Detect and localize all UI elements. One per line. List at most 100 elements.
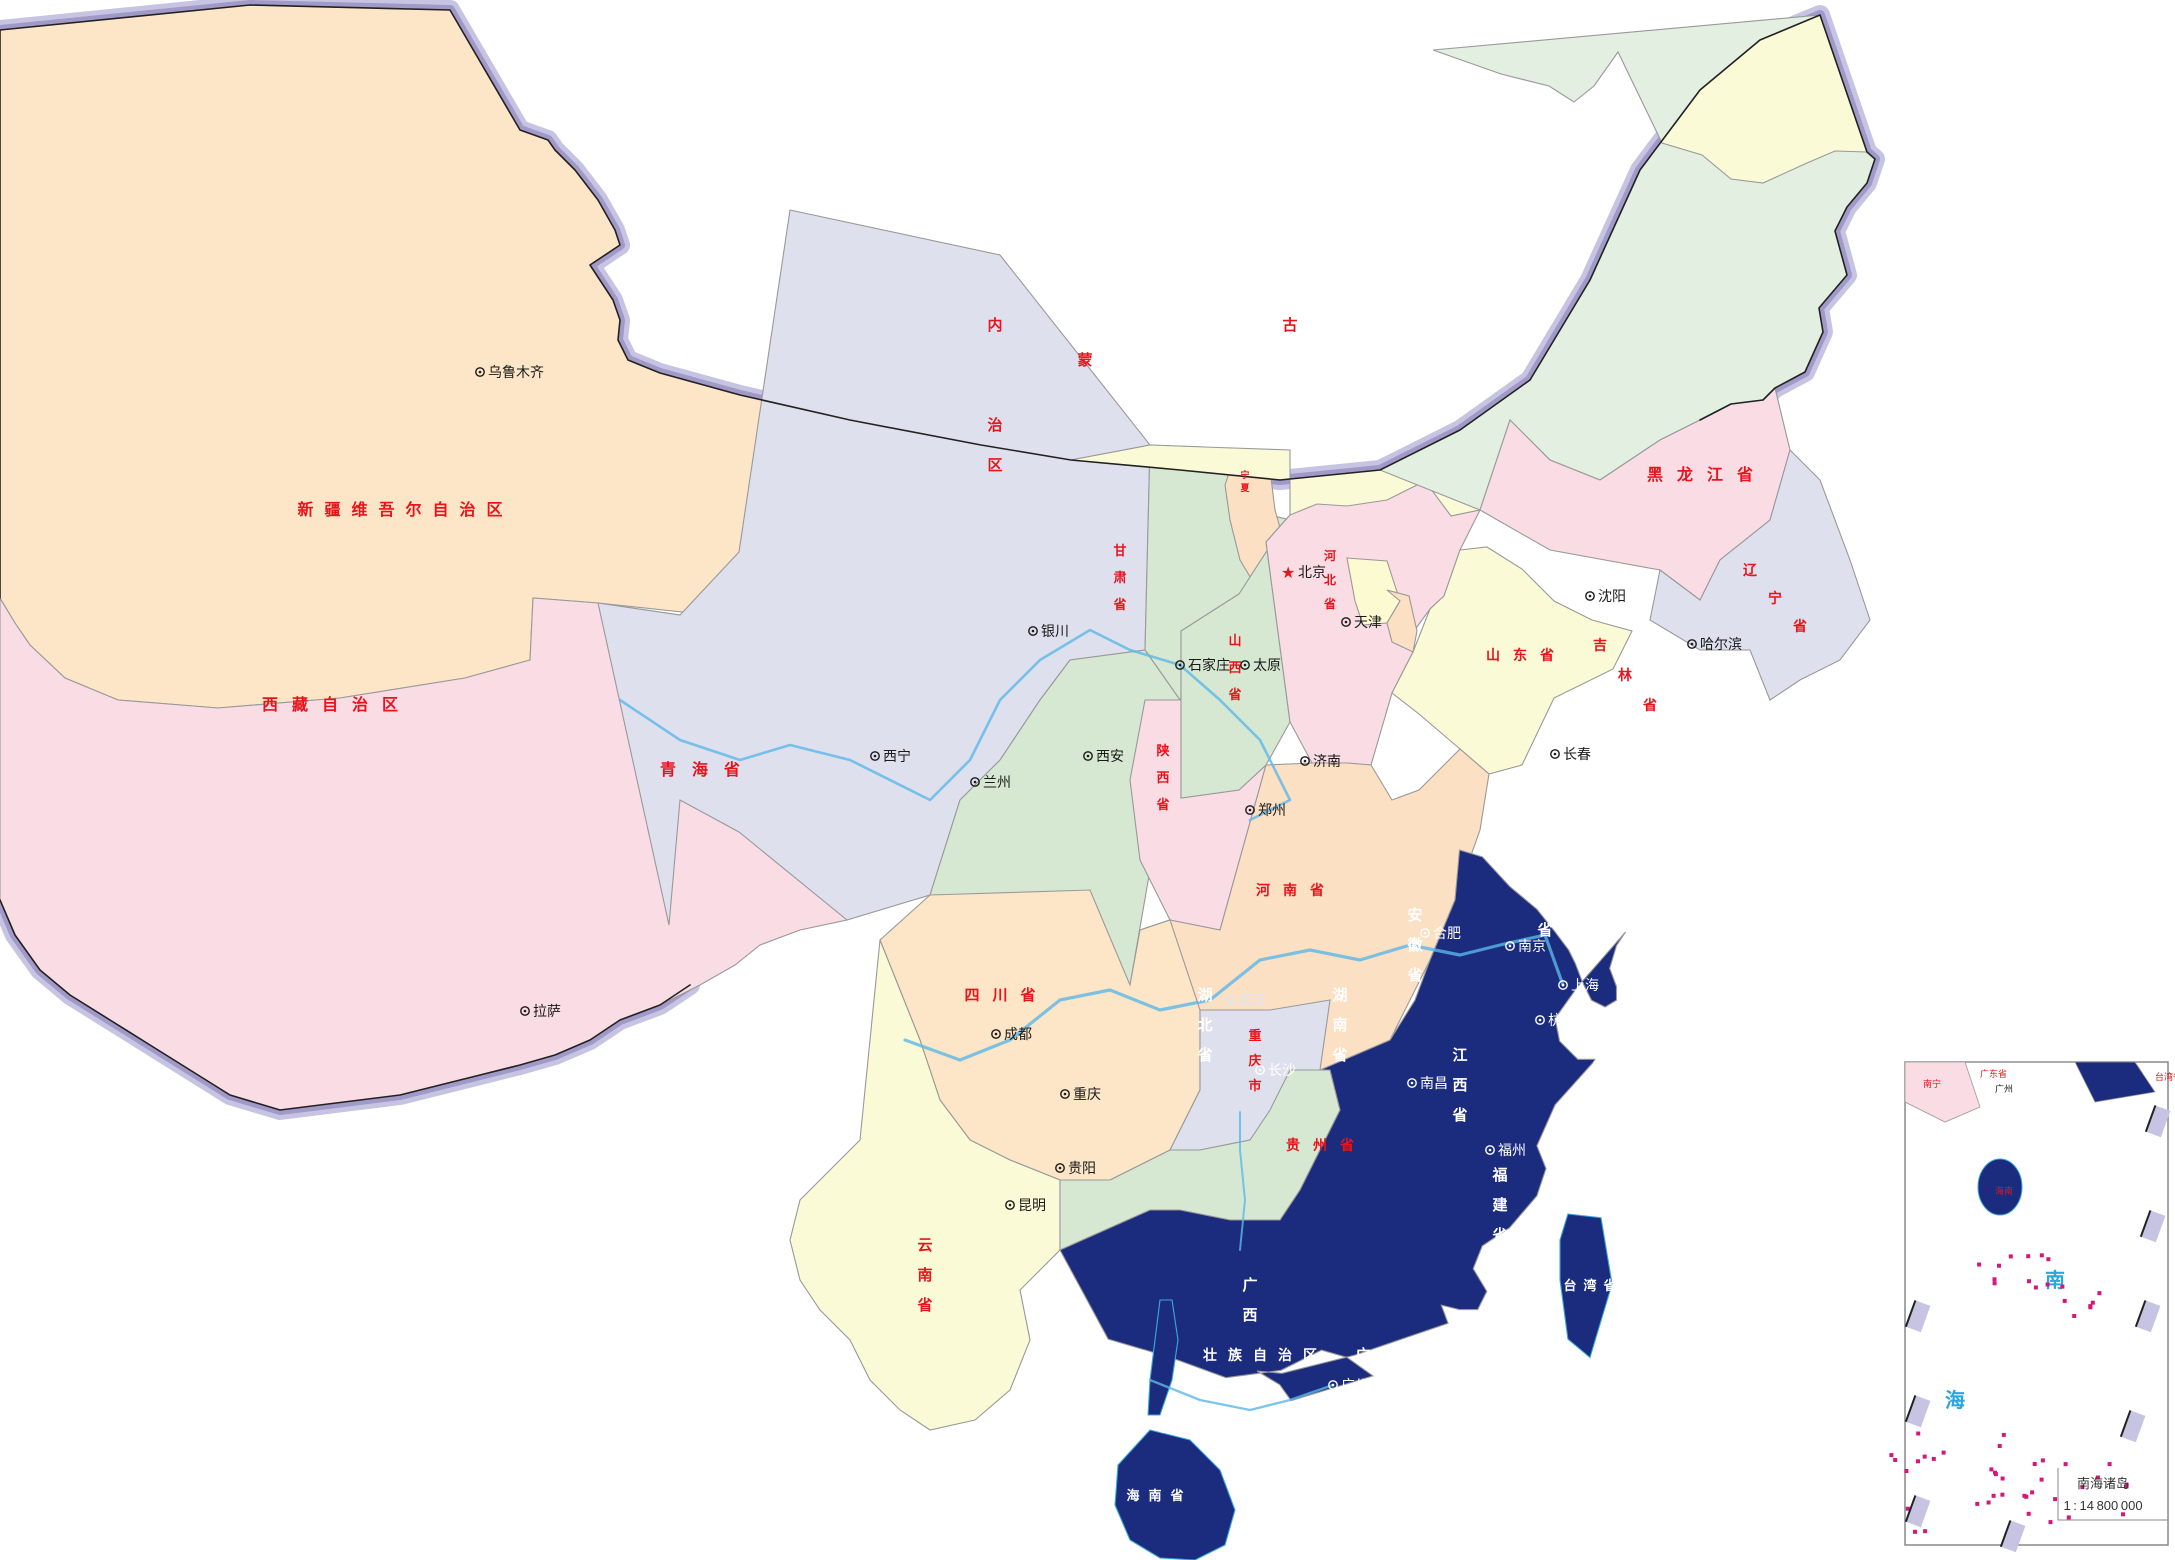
svg-text:南京: 南京: [1518, 938, 1546, 954]
svg-text:徽: 徽: [1406, 936, 1423, 954]
svg-text:湖: 湖: [1197, 987, 1212, 1004]
svg-text:海: 海: [1126, 1488, 1139, 1503]
svg-text:西: 西: [1228, 660, 1241, 675]
svg-text:1 : 14 800 000: 1 : 14 800 000: [2063, 1498, 2142, 1513]
svg-text:福: 福: [1491, 1166, 1507, 1184]
svg-text:宁: 宁: [1240, 469, 1249, 480]
svg-text:贵阳: 贵阳: [1068, 1160, 1096, 1176]
svg-text:东: 东: [1382, 1346, 1397, 1364]
svg-text:省: 省: [1536, 921, 1552, 939]
svg-text:南: 南: [1148, 1488, 1161, 1503]
svg-text:古: 古: [1282, 316, 1297, 334]
svg-text:吉: 吉: [1593, 637, 1607, 653]
svg-text:海口: 海口: [1171, 1420, 1199, 1436]
svg-text:广东省: 广东省: [1980, 1068, 2007, 1079]
svg-text:省: 省: [916, 1296, 932, 1314]
svg-text:壮: 壮: [1203, 1347, 1217, 1363]
svg-text:安: 安: [1407, 906, 1422, 924]
svg-text:太原: 太原: [1253, 657, 1281, 673]
svg-text:哈尔滨: 哈尔滨: [1700, 636, 1742, 652]
svg-text:区: 区: [382, 696, 398, 714]
svg-text:治: 治: [459, 500, 475, 519]
svg-text:石家庄: 石家庄: [1188, 657, 1230, 673]
svg-text:夏: 夏: [1239, 483, 1250, 493]
svg-text:上海: 上海: [1571, 977, 1599, 993]
svg-text:北: 北: [1197, 1017, 1212, 1034]
svg-text:台: 台: [1563, 1278, 1576, 1293]
svg-text:省: 省: [1602, 1278, 1616, 1293]
svg-text:福州: 福州: [1498, 1142, 1526, 1158]
svg-text:西宁: 西宁: [883, 748, 911, 764]
svg-text:西安: 西安: [1096, 748, 1124, 764]
svg-text:治: 治: [352, 695, 368, 714]
svg-text:省: 省: [1309, 882, 1324, 898]
svg-text:省: 省: [1539, 647, 1554, 663]
svg-text:河: 河: [1256, 882, 1270, 898]
svg-text:郑州: 郑州: [1258, 802, 1286, 818]
svg-text:浙: 浙: [1592, 1026, 1607, 1044]
svg-text:省: 省: [1019, 986, 1035, 1004]
svg-text:西: 西: [262, 696, 278, 714]
svg-text:南: 南: [1283, 882, 1297, 898]
svg-text:内: 内: [987, 316, 1002, 334]
svg-text:广州: 广州: [1995, 1083, 2013, 1094]
svg-text:自: 自: [322, 695, 338, 714]
svg-text:吾: 吾: [378, 501, 394, 519]
svg-text:省: 省: [723, 760, 740, 779]
svg-text:重庆: 重庆: [1073, 1086, 1101, 1102]
svg-text:区: 区: [1303, 1347, 1317, 1363]
svg-text:西: 西: [1242, 1307, 1257, 1324]
svg-text:林: 林: [1618, 667, 1632, 683]
svg-text:长沙: 长沙: [1268, 1062, 1296, 1078]
svg-text:省: 省: [1331, 1046, 1347, 1064]
svg-text:济南: 济南: [1313, 753, 1341, 769]
svg-text:南: 南: [1332, 1016, 1347, 1034]
svg-text:昆明: 昆明: [1018, 1197, 1046, 1213]
svg-text:省: 省: [1227, 687, 1241, 702]
svg-text:江: 江: [1707, 466, 1723, 484]
svg-text:河: 河: [1323, 548, 1336, 563]
svg-text:宁: 宁: [1768, 590, 1782, 606]
svg-text:江: 江: [1537, 861, 1552, 879]
svg-text:南宁: 南宁: [1923, 1078, 1941, 1089]
svg-text:广: 广: [1355, 1346, 1370, 1364]
svg-text:合肥: 合肥: [1433, 925, 1461, 941]
svg-text:西: 西: [1156, 770, 1169, 785]
svg-text:省: 省: [1792, 618, 1807, 634]
svg-text:辽: 辽: [1743, 562, 1758, 578]
svg-text:省: 省: [1196, 1046, 1212, 1064]
svg-text:区: 区: [486, 501, 502, 519]
svg-text:维: 维: [351, 500, 367, 519]
svg-text:自: 自: [1253, 1347, 1267, 1363]
svg-text:治: 治: [987, 416, 1002, 434]
svg-text:甘: 甘: [1113, 543, 1126, 558]
svg-text:省: 省: [1736, 465, 1753, 484]
svg-text:海南: 海南: [1995, 1185, 2013, 1196]
svg-text:四: 四: [964, 987, 979, 1004]
svg-text:建: 建: [1492, 1196, 1508, 1214]
svg-text:省: 省: [1112, 597, 1126, 612]
svg-text:州: 州: [1312, 1137, 1327, 1153]
svg-text:南昌: 南昌: [1420, 1075, 1448, 1091]
svg-text:云: 云: [917, 1237, 932, 1254]
svg-text:省: 省: [1155, 797, 1169, 812]
svg-text:湖: 湖: [1332, 987, 1347, 1004]
svg-text:龙: 龙: [1676, 465, 1693, 484]
svg-text:肃: 肃: [1113, 570, 1126, 585]
svg-text:海: 海: [692, 760, 708, 779]
svg-text:南宁: 南宁: [1243, 1383, 1271, 1399]
svg-text:杭州: 杭州: [1548, 1012, 1576, 1028]
svg-text:天津: 天津: [1354, 614, 1382, 630]
svg-text:省: 省: [1591, 1056, 1607, 1074]
svg-text:广州: 广州: [1341, 1377, 1369, 1393]
svg-text:成都: 成都: [1004, 1026, 1032, 1042]
svg-text:苏: 苏: [1537, 891, 1552, 909]
svg-text:省: 省: [1451, 1106, 1467, 1124]
svg-text:长春: 长春: [1563, 746, 1591, 762]
svg-text:省: 省: [1642, 697, 1657, 713]
svg-text:银川: 银川: [1041, 623, 1069, 639]
svg-text:兰州: 兰州: [983, 774, 1011, 790]
svg-text:省: 省: [1408, 1346, 1424, 1364]
svg-text:★: ★: [1281, 565, 1295, 582]
svg-text:西: 西: [1452, 1077, 1467, 1094]
